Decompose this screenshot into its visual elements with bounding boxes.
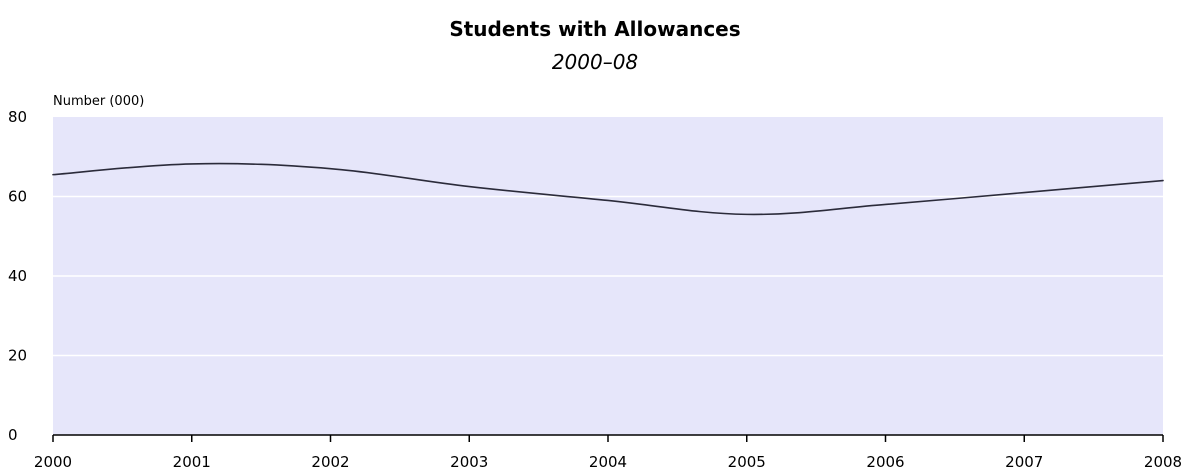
x-tick-label: 2004 — [589, 453, 627, 471]
x-tick-label: 2005 — [728, 453, 766, 471]
y-tick-label: 60 — [8, 188, 27, 206]
series-layer — [52, 162, 1164, 216]
x-tick-label: 2006 — [866, 453, 904, 471]
y-tick-label: 80 — [8, 108, 27, 126]
y-tick-label: 40 — [8, 267, 27, 285]
x-tick-label: 2001 — [173, 453, 211, 471]
series-line-0 — [52, 162, 1164, 216]
y-axis-label: Number (000) — [53, 94, 144, 109]
x-tick-label: 2007 — [1005, 453, 1043, 471]
y-tick-label: 20 — [8, 347, 27, 365]
x-tick-label: 2003 — [450, 453, 488, 471]
chart-title: Students with Allowances — [449, 17, 740, 41]
y-axis-ticks: 0 20 40 60 80 — [8, 108, 27, 444]
x-tick-label: 2008 — [1144, 453, 1182, 471]
x-axis: 2000 2001 2002 2003 2004 2005 2006 2007 2008 — [34, 434, 1182, 471]
y-tick-label: 0 — [8, 426, 18, 444]
x-tick-label: 2000 — [34, 453, 72, 471]
x-tick-label: 2002 — [311, 453, 349, 471]
chart-subtitle: 2000–08 — [552, 50, 638, 74]
